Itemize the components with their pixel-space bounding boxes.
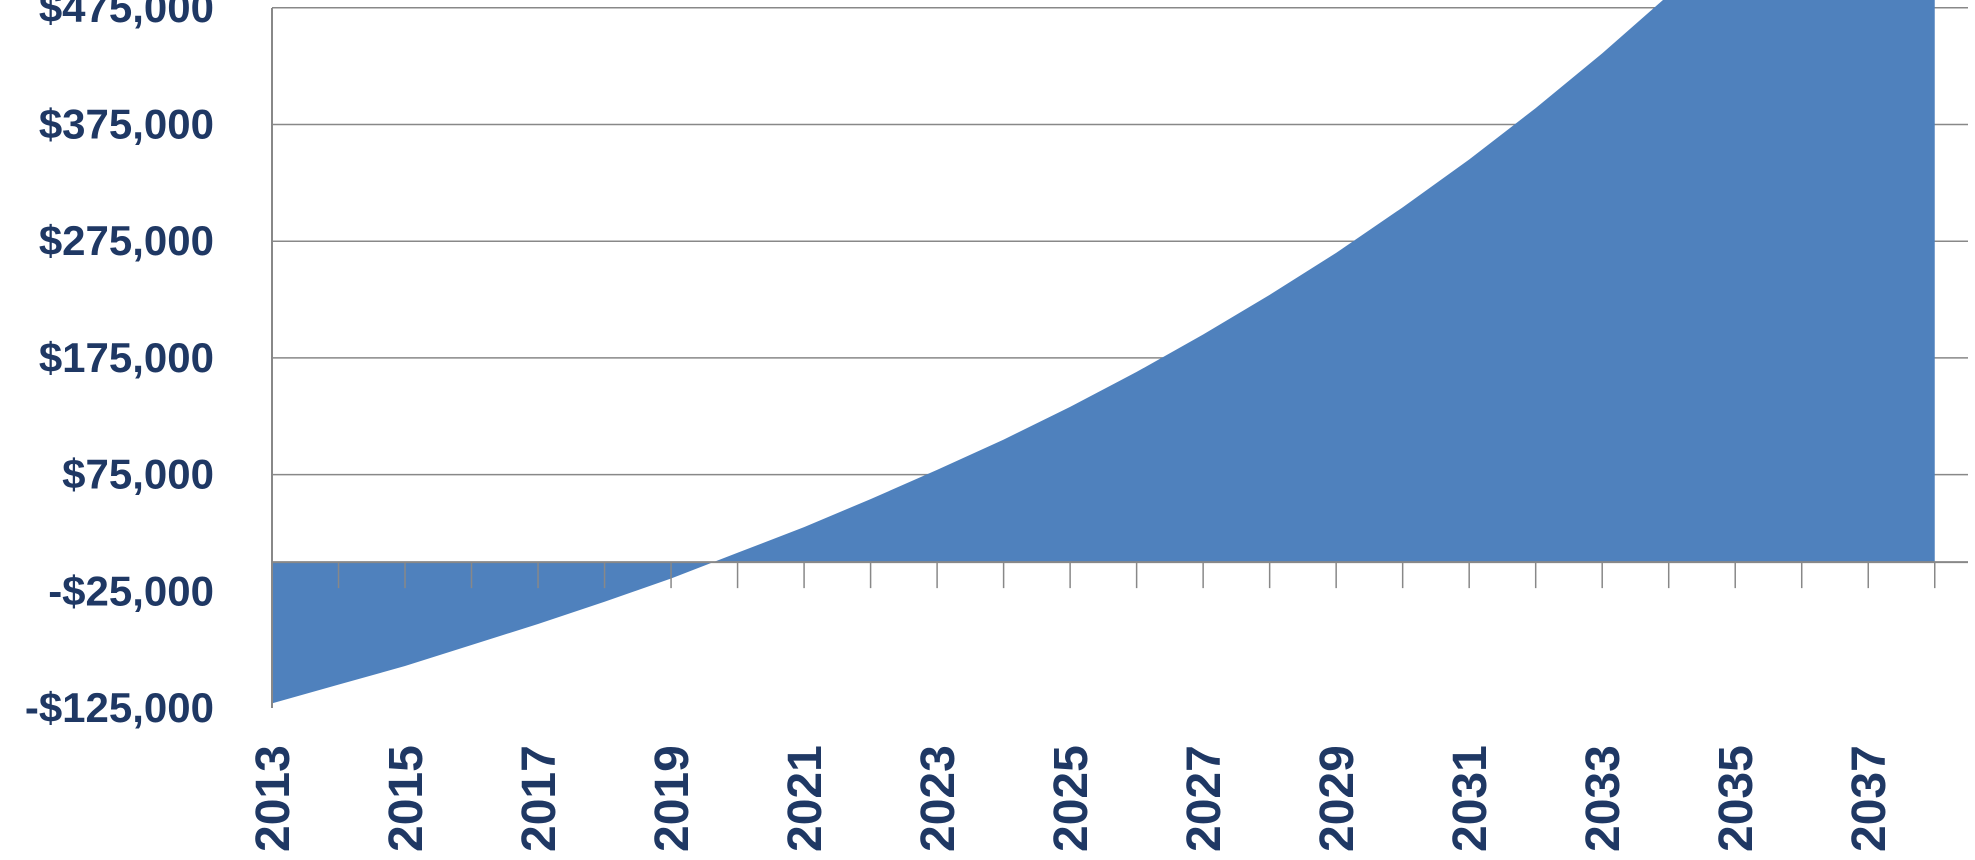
x-tick-label: 2023 <box>912 745 965 852</box>
axes <box>271 8 1968 708</box>
y-axis-tick-labels: $675,000$575,000$475,000$375,000$275,000… <box>25 0 214 731</box>
y-tick-label: -$25,000 <box>48 567 214 614</box>
x-tick-label: 2013 <box>247 745 300 852</box>
y-tick-label: $275,000 <box>39 217 214 264</box>
x-tick-label: 2031 <box>1444 745 1497 852</box>
x-tick-label: 2035 <box>1710 745 1763 852</box>
x-tick-label: 2033 <box>1577 745 1630 852</box>
y-tick-label: $175,000 <box>39 334 214 381</box>
area-fill <box>272 0 1935 704</box>
x-tick-label: 2027 <box>1178 745 1231 852</box>
x-tick-label: 2021 <box>779 745 832 852</box>
x-tick-label: 2015 <box>380 745 433 852</box>
y-tick-label: $475,000 <box>39 0 214 31</box>
y-tick-label: $375,000 <box>39 101 214 148</box>
y-tick-label: -$125,000 <box>25 684 214 731</box>
x-tick-label: 2017 <box>513 745 566 852</box>
area-series <box>272 0 1935 704</box>
x-tick-label: 2019 <box>646 745 699 852</box>
x-tick-label: 2037 <box>1843 745 1896 852</box>
x-tick-label: 2029 <box>1311 745 1364 852</box>
x-tick-label: 2025 <box>1045 745 1098 852</box>
x-axis-tick-labels: 2013 2015 2017 2019 2021 2023 2025 2027 2029 2031… <box>247 745 1896 852</box>
y-tick-label: $75,000 <box>62 451 214 498</box>
